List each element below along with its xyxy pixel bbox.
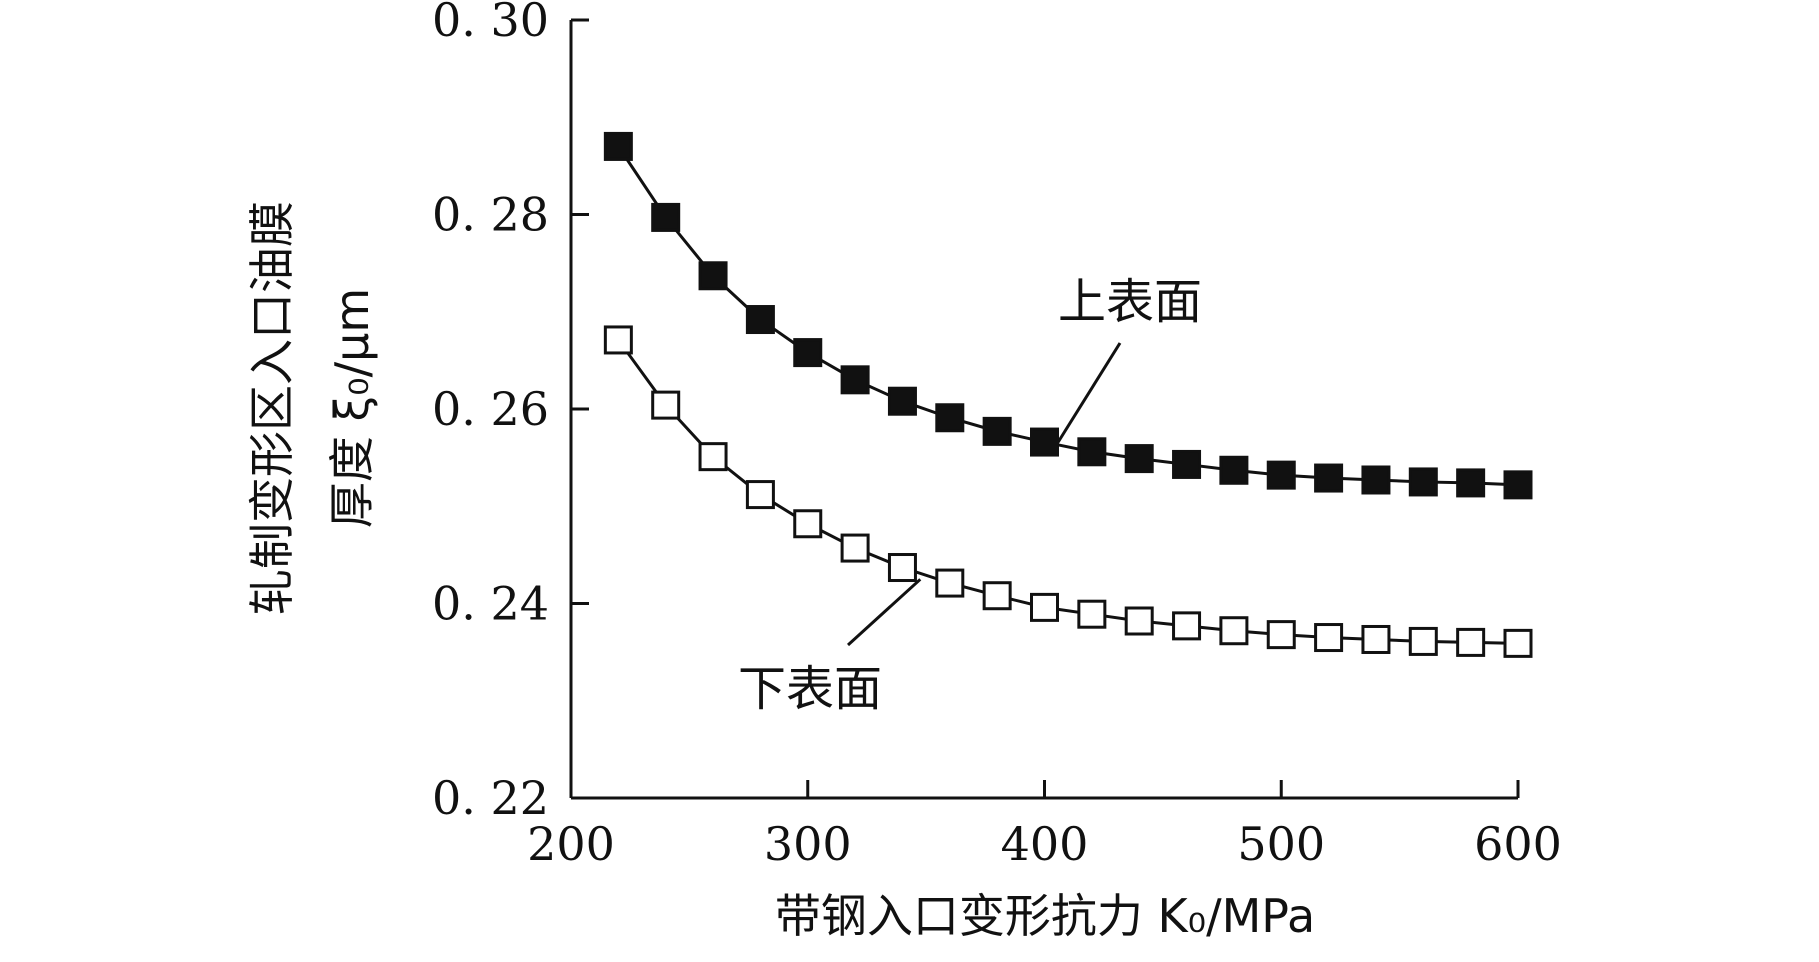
upper-surface-leader-line	[1055, 342, 1122, 446]
filled-square-marker	[1172, 449, 1202, 479]
filled-square-marker	[1219, 455, 1249, 485]
filled-square-marker	[982, 416, 1012, 446]
open-square-marker	[1456, 627, 1486, 657]
filled-square-marker	[1266, 460, 1296, 490]
filled-square-marker	[1030, 427, 1059, 457]
filled-square-marker	[698, 261, 728, 291]
y-tick-label: 0. 24	[432, 577, 549, 631]
open-square-marker	[651, 390, 681, 420]
open-square-marker	[745, 480, 775, 510]
open-square-marker	[1314, 623, 1344, 653]
open-square-marker	[935, 568, 965, 598]
filled-square-marker	[887, 386, 917, 416]
y-axis-title-line-1: 轧制变形区入口油膜	[245, 201, 299, 615]
y-tick-label: 0. 22	[432, 771, 549, 825]
open-square-marker	[1172, 611, 1202, 641]
filled-square-marker	[1124, 444, 1154, 474]
open-square-marker	[1219, 616, 1249, 646]
filled-square-marker	[1314, 463, 1344, 493]
open-square-marker	[793, 509, 823, 539]
y-tick-label: 0. 26	[432, 382, 549, 436]
filled-square-marker	[1503, 470, 1533, 500]
open-square-marker	[887, 553, 917, 583]
filled-square-marker	[1361, 465, 1391, 495]
lower-surface-leader-line	[846, 578, 922, 647]
filled-square-marker	[745, 305, 775, 335]
x-axis-title: 带钢入口变形抗力 K₀/MPa	[775, 889, 1315, 943]
series-1	[603, 131, 1533, 500]
open-square-marker	[1503, 628, 1533, 658]
open-square-marker	[982, 581, 1012, 611]
y-axis-title-line-2: 厚度 ξ₀/μm	[325, 288, 379, 528]
series-layer	[603, 131, 1533, 658]
open-square-marker	[1030, 592, 1059, 622]
lower-surface-label: 下表面	[738, 661, 882, 717]
open-square-marker	[603, 325, 633, 355]
open-square-marker	[698, 442, 728, 472]
y-tick-label: 0. 28	[432, 188, 549, 242]
x-tick-label: 600	[1474, 817, 1562, 871]
y-tick-label: 0. 30	[432, 0, 549, 47]
open-square-marker	[1077, 599, 1107, 629]
upper-surface-label: 上表面	[1058, 274, 1202, 330]
open-square-marker	[1266, 620, 1296, 650]
filled-square-marker	[935, 403, 965, 433]
open-square-marker	[1124, 606, 1154, 636]
x-tick-label: 400	[1001, 817, 1089, 871]
filled-square-marker	[1408, 467, 1438, 497]
x-tick-label: 300	[764, 817, 852, 871]
open-square-marker	[1361, 624, 1391, 654]
x-tick-label: 200	[527, 817, 615, 871]
filled-square-marker	[1077, 437, 1107, 467]
filled-square-marker	[603, 131, 633, 161]
x-tick-label: 500	[1237, 817, 1325, 871]
filled-square-marker	[1456, 468, 1486, 498]
filled-square-marker	[840, 365, 870, 395]
series-2	[603, 325, 1533, 658]
open-square-marker	[840, 533, 870, 563]
open-square-marker	[1408, 626, 1438, 656]
axes: 0. 22 0. 24 0. 26 0. 28 0. 30 200 300 400 500 600	[432, 0, 1562, 871]
filled-square-marker	[651, 202, 681, 232]
filled-square-marker	[793, 338, 823, 368]
